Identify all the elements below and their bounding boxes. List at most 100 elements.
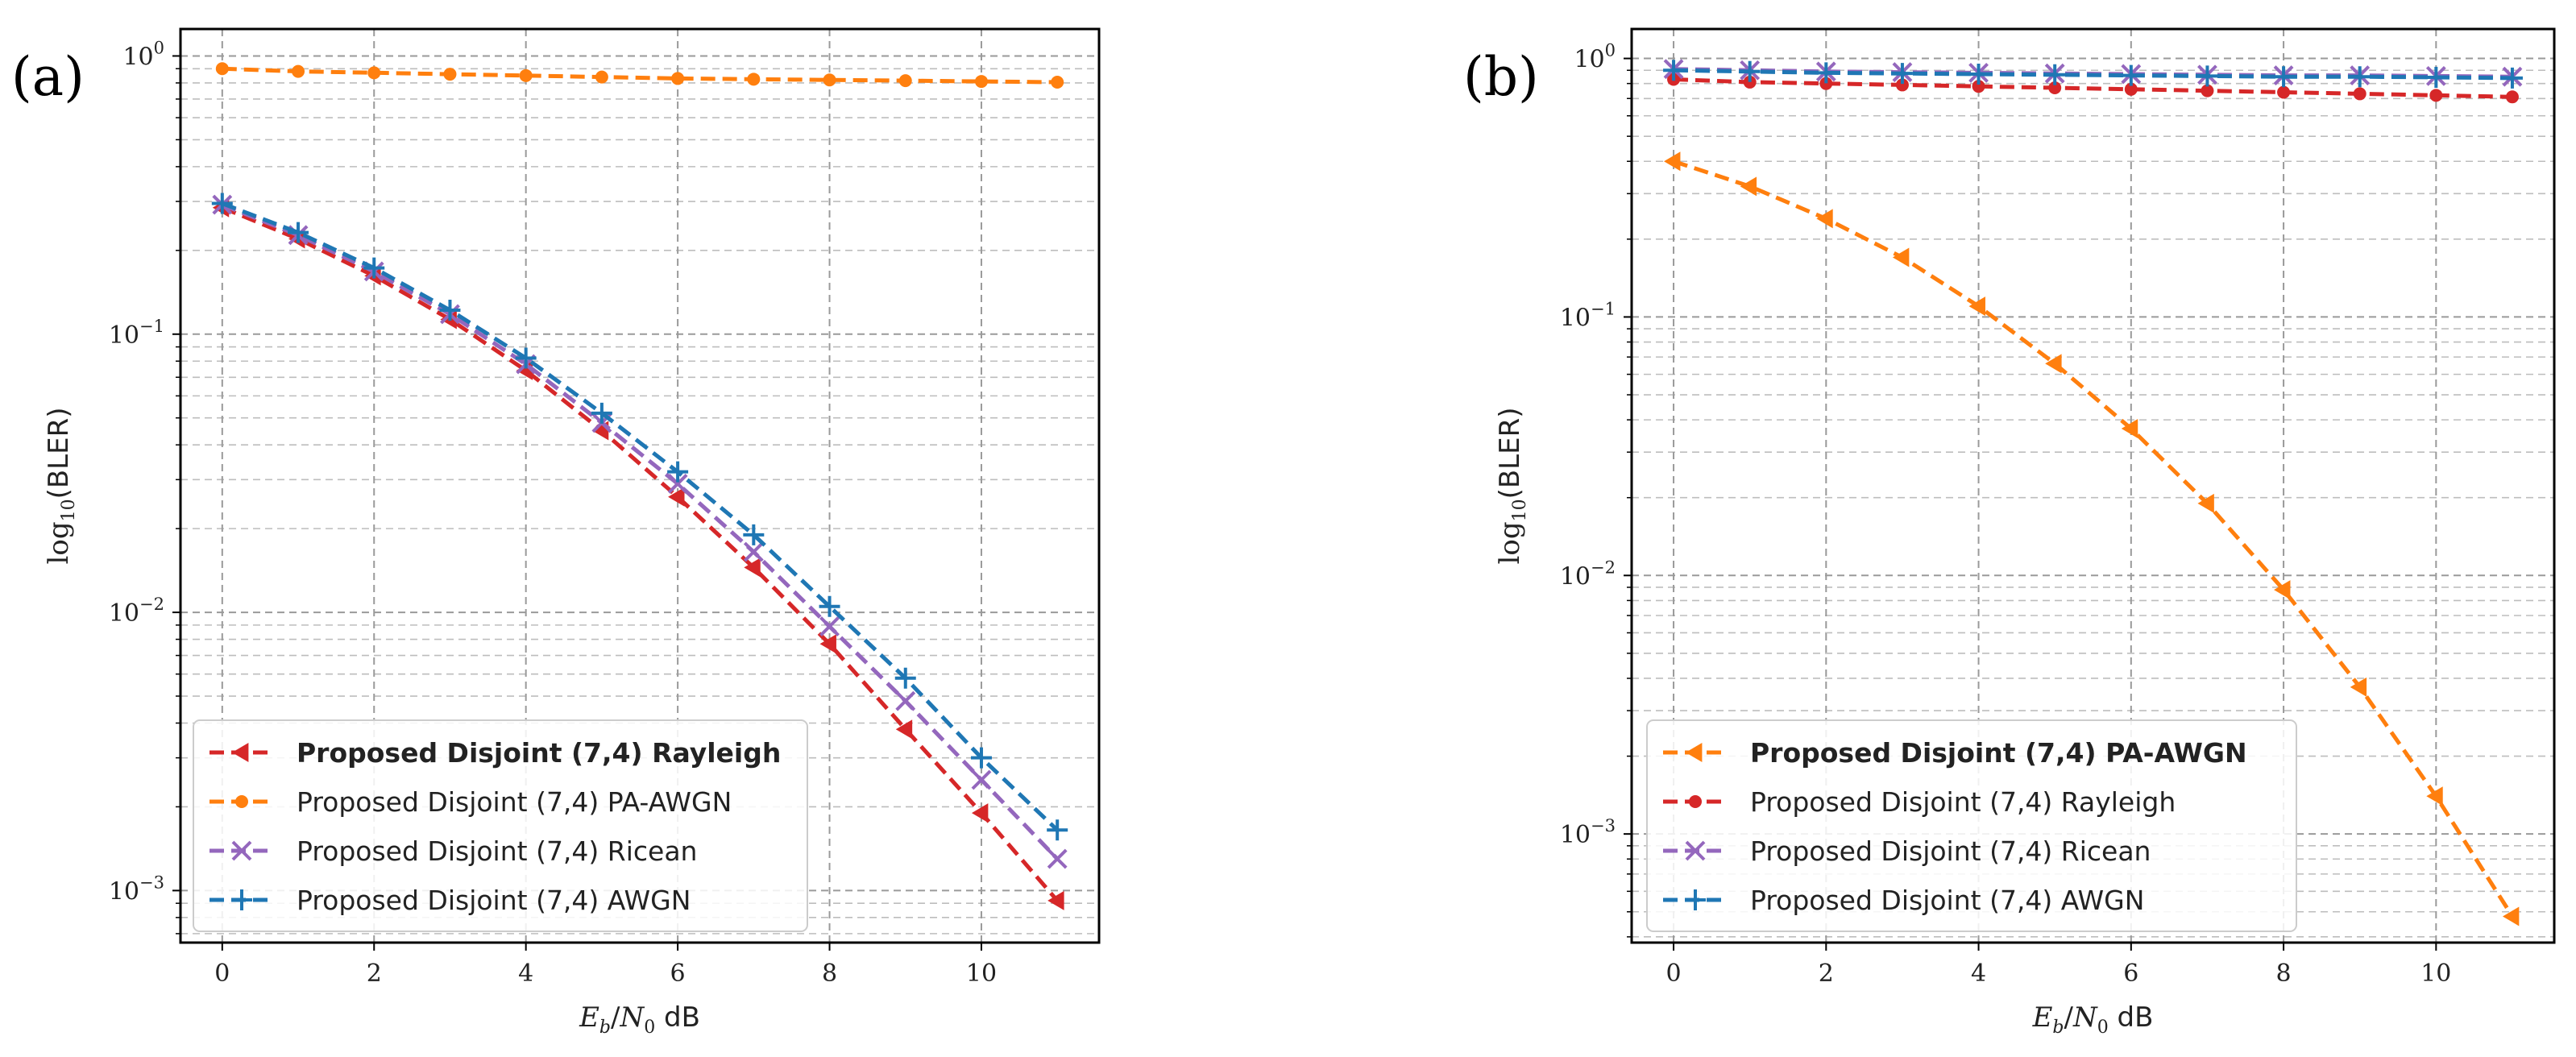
- data-point: [1047, 890, 1064, 910]
- data-point: [2120, 64, 2142, 86]
- data-point: [2045, 354, 2062, 374]
- series-line: [221, 205, 1060, 902]
- data-point: [819, 616, 840, 636]
- data-point: [974, 75, 988, 89]
- y-axis-label: log10(BLER): [1494, 407, 1530, 564]
- data-point: [2121, 418, 2138, 438]
- data-point: [971, 769, 992, 790]
- data-point: [2197, 493, 2214, 513]
- series-3: [1663, 60, 2523, 89]
- data-point: [894, 667, 916, 689]
- legend-entry: Proposed Disjoint (7,4) Rayleigh: [1663, 786, 2176, 818]
- legend-marker: [232, 743, 249, 762]
- data-point: [743, 541, 764, 562]
- series-line: [1673, 159, 2515, 918]
- legend-entry: Proposed Disjoint (7,4) Ricean: [1663, 835, 2151, 867]
- legend-label: Proposed Disjoint (7,4) Rayleigh: [297, 737, 781, 769]
- y-tick-label: 10−3: [1560, 816, 1616, 849]
- data-point: [519, 68, 533, 82]
- data-point: [819, 634, 836, 654]
- series-3: [211, 193, 1068, 841]
- legend-marker: [235, 795, 248, 808]
- data-point: [2426, 786, 2443, 806]
- legend-marker: [231, 840, 252, 861]
- data-point: [2353, 87, 2367, 101]
- y-tick-label: 10−2: [109, 595, 164, 628]
- legend-marker: [1686, 743, 1703, 762]
- legend-marker: [1685, 840, 1706, 861]
- data-point: [823, 73, 836, 87]
- data-point: [2429, 89, 2443, 102]
- data-point: [1891, 63, 1913, 85]
- x-tick-label: 0: [214, 960, 230, 988]
- series-1: [215, 62, 1064, 89]
- legend-entry: Proposed Disjoint (7,4) AWGN: [1663, 885, 2144, 916]
- data-point: [292, 64, 305, 78]
- y-tick-label: 100: [1574, 41, 1616, 74]
- data-point: [1815, 62, 1837, 84]
- legend: Proposed Disjoint (7,4) PA-AWGN Proposed …: [1646, 719, 2297, 932]
- y-tick-label: 10−2: [1560, 558, 1616, 591]
- x-tick-label: 6: [2123, 960, 2138, 988]
- legend: Proposed Disjoint (7,4) Rayleigh Proposed…: [193, 719, 808, 932]
- legend-label: Proposed Disjoint (7,4) PA-AWGN: [1750, 737, 2247, 769]
- x-axis-label: Eb/N0 dB: [579, 1001, 700, 1038]
- data-point: [1968, 63, 1989, 85]
- data-point: [1051, 75, 1064, 89]
- data-point: [895, 719, 913, 740]
- data-point: [895, 690, 916, 711]
- panel-label: (a): [11, 46, 85, 108]
- panel-b: (b) 0 2 4 6 8 10 10−3 10−2 10−1 100 Eb/N0 dB log10(B…: [1463, 27, 2556, 1038]
- panel-label: (b): [1463, 46, 1539, 108]
- data-point: [1972, 80, 1985, 93]
- legend-marker: [231, 889, 252, 910]
- series-0: [1664, 151, 2520, 926]
- x-tick-label: 8: [2276, 960, 2292, 988]
- x-tick-label: 8: [822, 960, 837, 988]
- data-point: [667, 461, 689, 483]
- legend-entry: Proposed Disjoint (7,4) PA-AWGN: [209, 786, 732, 818]
- x-tick-label: 0: [1665, 960, 1681, 988]
- series-2: [212, 194, 1068, 869]
- series-1: [1667, 73, 2519, 104]
- data-point: [2350, 677, 2367, 697]
- data-point: [363, 257, 385, 279]
- data-point: [2274, 580, 2291, 600]
- legend-label: Proposed Disjoint (7,4) Ricean: [1750, 835, 2151, 867]
- data-point: [211, 193, 233, 214]
- series-line: [222, 66, 1058, 85]
- data-point: [1816, 209, 1833, 229]
- data-point: [1740, 176, 1757, 197]
- data-point: [288, 222, 309, 243]
- data-point: [215, 62, 229, 76]
- data-point: [2501, 67, 2523, 89]
- x-tick-label: 4: [1971, 960, 1986, 988]
- data-point: [1664, 151, 1681, 172]
- y-tick-label: 100: [122, 38, 164, 71]
- legend-label: Proposed Disjoint (7,4) PA-AWGN: [297, 786, 732, 818]
- x-tick-label: 2: [367, 960, 382, 988]
- data-point: [591, 402, 612, 424]
- data-point: [1047, 819, 1068, 841]
- x-tick-label: 2: [1819, 960, 1834, 988]
- series-line: [221, 201, 1059, 832]
- data-point: [2124, 82, 2138, 96]
- data-point: [2277, 85, 2291, 99]
- data-point: [2044, 64, 2066, 85]
- legend-marker: [1689, 795, 1702, 808]
- data-point: [671, 72, 685, 85]
- data-point: [2425, 67, 2447, 89]
- legend-marker: [1685, 889, 1706, 910]
- legend-entry: Proposed Disjoint (7,4) AWGN: [209, 885, 691, 916]
- y-axis-label: log10(BLER): [43, 407, 79, 564]
- data-point: [1663, 60, 1685, 81]
- panel-a: (a) 0 2 4 6 8 10 10−3 10−2 10−1 100 Eb/N0 dB log10(B…: [11, 27, 1101, 1038]
- data-point: [439, 299, 461, 321]
- data-point: [367, 66, 381, 80]
- data-point: [2048, 81, 2062, 94]
- data-point: [1819, 77, 1833, 90]
- legend-label: Proposed Disjoint (7,4) AWGN: [297, 885, 691, 916]
- series-line: [1673, 77, 2513, 99]
- legend-label: Proposed Disjoint (7,4) AWGN: [1750, 885, 2144, 916]
